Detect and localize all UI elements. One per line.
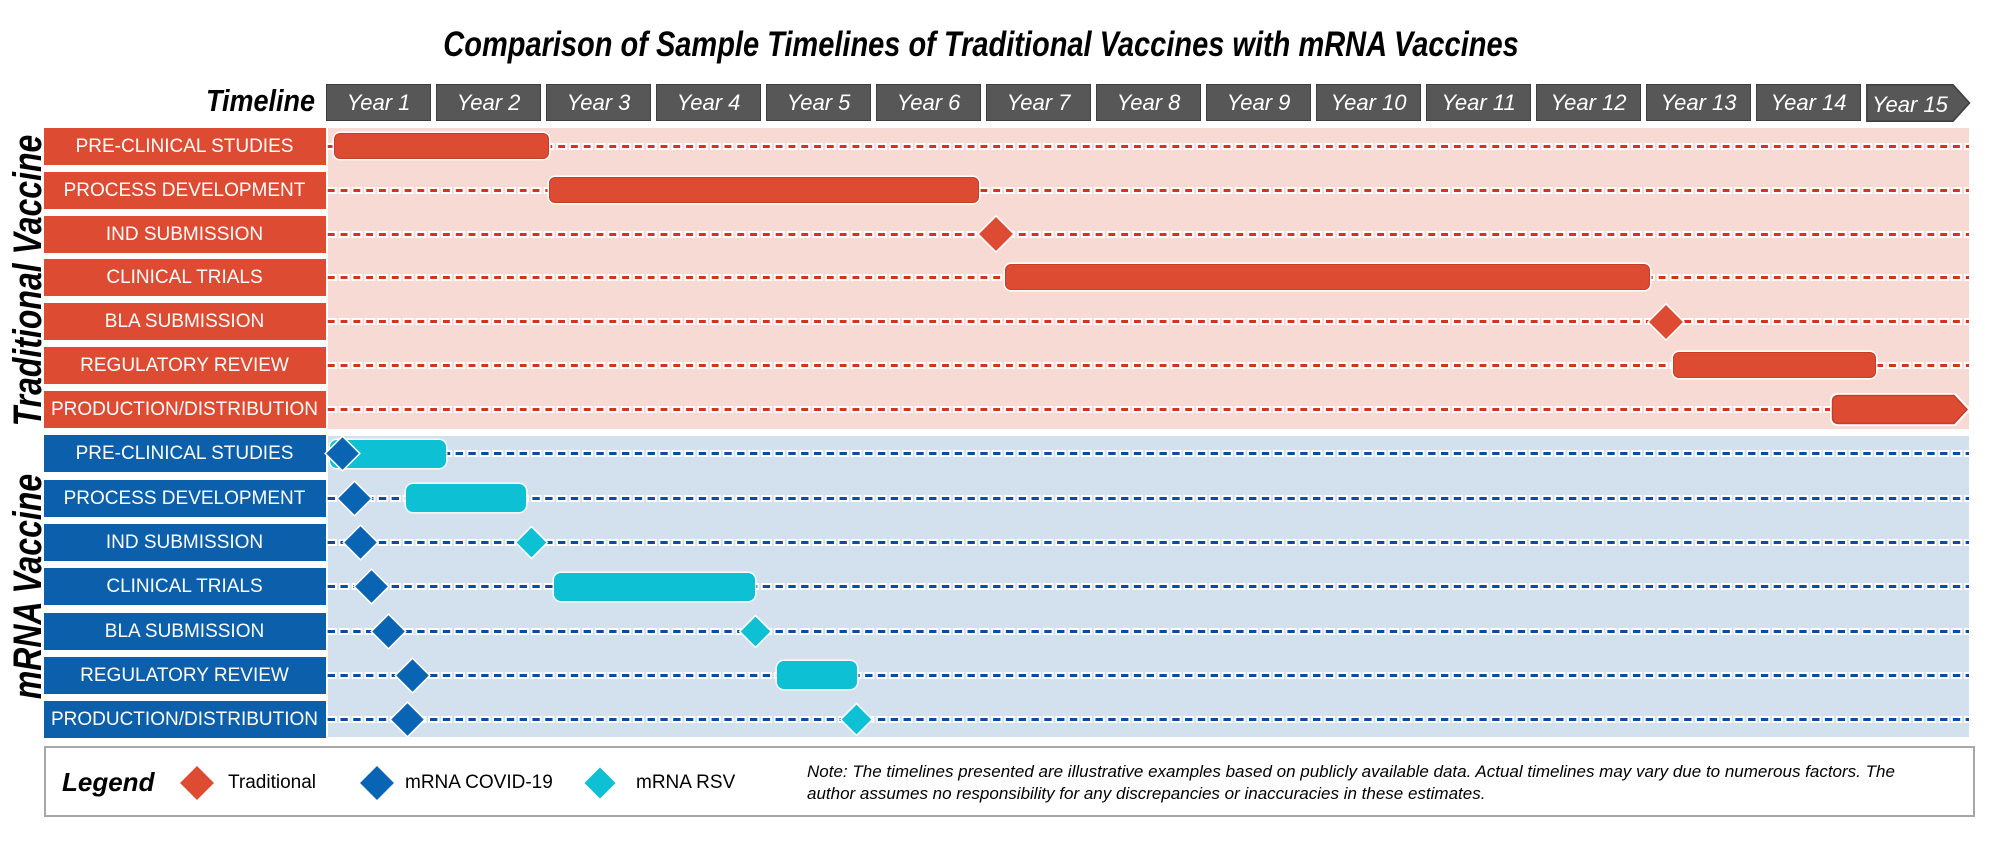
svg-text:Year 15: Year 15: [1872, 92, 1949, 117]
